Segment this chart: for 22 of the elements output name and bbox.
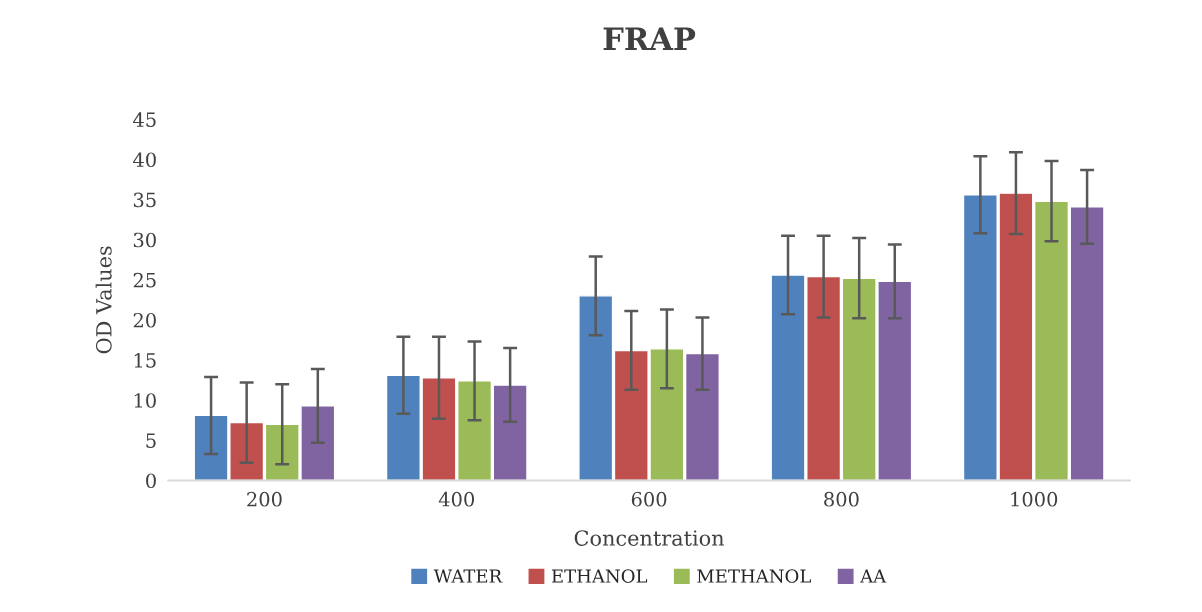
y-tick-label: 35 <box>133 192 156 208</box>
legend-label: AA <box>860 569 887 583</box>
legend-label: WATER <box>433 569 503 583</box>
x-axis-title: Concentration <box>574 530 725 546</box>
y-tick-label: 0 <box>146 473 156 489</box>
x-tick-label: 800 <box>824 491 859 507</box>
y-tick-label: 20 <box>133 312 156 328</box>
y-tick-label: 30 <box>133 232 156 248</box>
x-tick-label: 200 <box>247 491 282 507</box>
y-tick-label: 25 <box>133 272 156 288</box>
y-tick-label: 40 <box>133 152 156 168</box>
x-tick-label: 600 <box>631 491 667 507</box>
y-tick-label: 15 <box>134 353 156 368</box>
y-tick-label: 45 <box>133 112 156 127</box>
y-tick-label: 5 <box>146 433 156 448</box>
legend-label: METHANOL <box>697 569 811 583</box>
y-tick-label: 10 <box>134 393 156 408</box>
legend-label: ETHANOL <box>551 569 648 583</box>
x-tick-label: 1000 <box>1011 491 1058 507</box>
chart-title: FRAP <box>603 27 696 50</box>
x-tick-label: 400 <box>438 491 475 507</box>
y-axis-title: OD Values <box>95 246 112 354</box>
